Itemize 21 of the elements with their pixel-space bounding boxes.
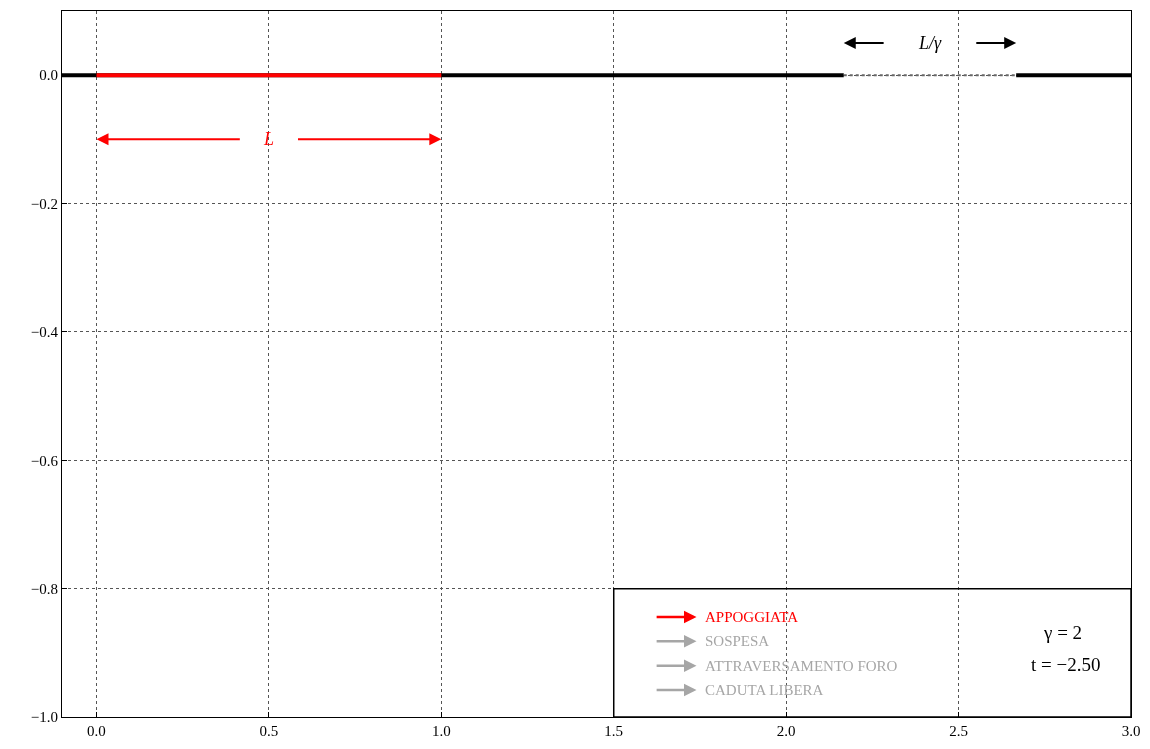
annotation: ATTRAVERSAMENTO FORO xyxy=(705,658,898,674)
x-tick-label: 1.0 xyxy=(431,723,451,739)
annotation: γ = 2 xyxy=(1043,622,1083,643)
y-tick-label: −0.4 xyxy=(30,324,59,341)
annotation: L xyxy=(263,129,275,149)
annotation: t = −2.50 xyxy=(1031,654,1101,675)
annotation: L/γ xyxy=(918,33,943,53)
x-tick-label: 1.5 xyxy=(604,723,624,739)
x-tick-label: 0.0 xyxy=(87,723,106,739)
y-tick-label: −1.0 xyxy=(30,709,58,726)
annotation: APPOGGIATA xyxy=(705,609,799,625)
y-tick-label: −0.8 xyxy=(30,580,58,597)
x-tick-label: 2.0 xyxy=(776,723,796,739)
y-tick-label: −0.6 xyxy=(30,452,59,469)
x-tick-label: 3.0 xyxy=(1121,723,1141,739)
x-tick-label: 0.5 xyxy=(259,723,279,739)
y-tick-label: 0.0 xyxy=(39,67,58,84)
annotation: CADUTA LIBERA xyxy=(705,682,824,698)
annotation: SOSPESA xyxy=(705,633,770,649)
x-tick-label: 2.5 xyxy=(949,723,968,739)
y-tick-label: −0.2 xyxy=(30,195,58,212)
